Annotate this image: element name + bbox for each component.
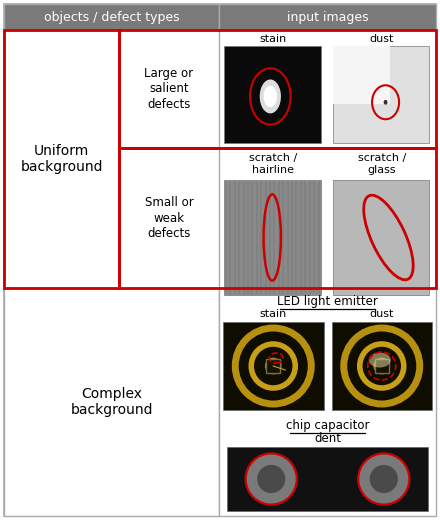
Bar — [4, 288, 219, 516]
Bar — [333, 46, 390, 104]
Bar — [4, 30, 119, 288]
Bar — [223, 322, 323, 410]
Bar — [219, 288, 436, 516]
Text: stain: stain — [260, 309, 287, 319]
Text: chip capacitor: chip capacitor — [286, 420, 369, 433]
Bar — [219, 4, 436, 30]
Bar — [266, 359, 280, 373]
Text: input images: input images — [287, 10, 368, 23]
Bar — [4, 30, 119, 288]
Bar — [333, 46, 429, 143]
Bar — [227, 447, 428, 511]
Ellipse shape — [264, 86, 277, 107]
Ellipse shape — [384, 100, 388, 105]
Circle shape — [257, 465, 285, 493]
Text: Large or
salient
defects: Large or salient defects — [144, 67, 194, 111]
Ellipse shape — [260, 80, 281, 113]
Bar — [119, 148, 436, 288]
Text: objects / defect types: objects / defect types — [44, 10, 180, 23]
Text: Uniform
background: Uniform background — [20, 144, 103, 174]
Ellipse shape — [369, 353, 391, 368]
Text: Small or
weak
defects: Small or weak defects — [145, 196, 193, 240]
Text: stain: stain — [260, 34, 287, 44]
Bar — [4, 4, 219, 30]
Bar — [331, 322, 432, 410]
Text: LED light emitter: LED light emitter — [277, 295, 378, 308]
Bar — [375, 359, 389, 373]
Text: dust: dust — [370, 309, 394, 319]
Circle shape — [370, 465, 398, 493]
Circle shape — [246, 453, 297, 504]
Bar — [119, 30, 436, 148]
Text: Complex
background: Complex background — [70, 387, 153, 418]
Text: dent: dent — [314, 432, 341, 445]
Bar — [119, 148, 219, 288]
Bar — [119, 30, 219, 148]
Text: scratch /
glass: scratch / glass — [358, 153, 406, 175]
Text: dust: dust — [370, 34, 394, 44]
Bar — [224, 180, 320, 295]
Bar — [333, 180, 429, 295]
Circle shape — [358, 453, 409, 504]
Text: scratch /
hairline: scratch / hairline — [249, 153, 297, 175]
Bar — [224, 46, 320, 143]
